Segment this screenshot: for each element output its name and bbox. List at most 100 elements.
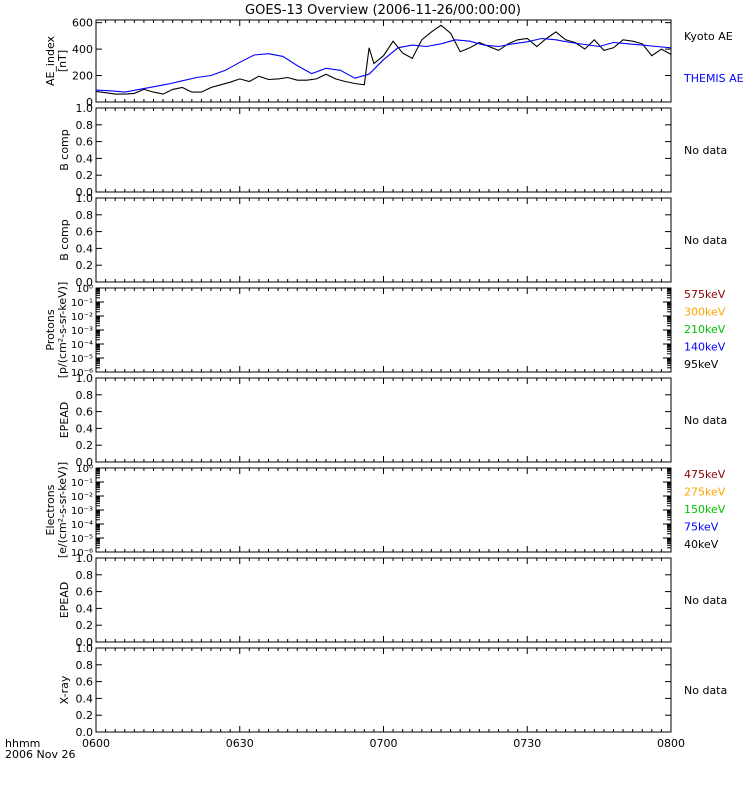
figure-title: GOES-13 Overview (2006-11-26/00:00:00) [245, 3, 521, 18]
y-tick-label: 0.4 [76, 692, 94, 705]
y-tick-label: 1.0 [76, 192, 94, 205]
y-tick-label: 600 [72, 17, 93, 30]
series-kyoto-ae [95, 24, 672, 95]
x-tick-label: 0600 [82, 737, 110, 750]
y-tick-label: 0.8 [76, 119, 94, 132]
panel-epead2: 0.0 0.2 0.4 0.6 0.8 1.0 EPEAD No data [58, 552, 727, 649]
no-data-label: No data [684, 234, 727, 247]
legend-entry: 150keV [684, 503, 726, 516]
no-data-label: No data [684, 684, 727, 697]
y-tick-label: 0.0 [76, 726, 94, 739]
y-tick-label: 400 [72, 43, 93, 56]
panel-bcomp2: 0.0 0.2 0.4 0.6 0.8 1.0 B comp No data [58, 192, 727, 289]
no-data-label: No data [684, 414, 727, 427]
y-tick-label: 0 [86, 96, 93, 109]
y-tick-label: 10⁰ [76, 464, 93, 475]
y-tick-label: 0.4 [76, 242, 94, 255]
legend-entry: 75keV [684, 521, 719, 534]
y-tick-label: 0.2 [76, 259, 94, 272]
legend-entry: Kyoto AE [684, 30, 733, 43]
y-tick-label: 0.0 [76, 636, 94, 649]
legend-entry: 40keV [684, 538, 719, 551]
panel-stack: 0 200 400 600 AE_index [nT] Kyoto AE THEMIS AE 0… [44, 17, 744, 739]
x-tick-label: 0630 [226, 737, 254, 750]
y-axis-label: [p/(cm²-s-sr-keV)] [56, 282, 69, 379]
panel-xray: 0.0 0.2 0.4 0.6 0.8 1.0 X-ray No data [58, 642, 727, 739]
panel-frame [95, 557, 672, 643]
x-tick-label: 0700 [370, 737, 398, 750]
panel-electrons: 10⁰ 10⁻¹ 10⁻² 10⁻³ 10⁻⁴ 10⁻⁵ 10⁻⁶ Electrons [e/(… [44, 462, 726, 559]
series-themis-ae [95, 37, 672, 93]
y-tick-label: 1.0 [76, 102, 94, 115]
y-tick-label: 0.6 [76, 586, 94, 599]
y-tick-label: 0.8 [76, 659, 94, 672]
panel-protons: 10⁰ 10⁻¹ 10⁻² 10⁻³ 10⁻⁴ 10⁻⁵ 10⁻⁶ Protons [p/(cm… [44, 282, 726, 379]
y-tick-label: 0.0 [76, 186, 94, 199]
y-tick-label: 0.2 [76, 619, 94, 632]
y-axis-label: Electrons [44, 484, 57, 535]
panel-frame [95, 287, 672, 373]
y-axis-label: EPEAD [58, 402, 71, 439]
no-data-label: No data [684, 144, 727, 157]
y-tick-label: 10⁻⁵ [71, 354, 93, 365]
y-tick-label: 10⁻¹ [71, 298, 93, 309]
y-tick-label: 10⁻³ [71, 506, 93, 517]
panel-epead1: 0.0 0.2 0.4 0.6 0.8 1.0 EPEAD No data [58, 372, 727, 469]
y-axis-label: B comp [58, 129, 71, 171]
y-tick-label: 0.2 [76, 709, 94, 722]
y-tick-label: 0.0 [76, 456, 94, 469]
legend-entry: 140keV [684, 341, 726, 354]
time-axis: 0600 0630 0700 0730 0800 [82, 737, 685, 750]
time-axis-date-label: 2006 Nov 26 [5, 748, 75, 761]
y-axis-label: [e/(cm²-s-sr-keV)] [56, 462, 69, 558]
y-tick-label: 1.0 [76, 642, 94, 655]
legend-entry: 575keV [684, 288, 726, 301]
time-axis-corner-label: hhmm [5, 737, 40, 750]
panel-bcomp1: 0.0 0.2 0.4 0.6 0.8 1.0 B comp No data [58, 102, 727, 199]
y-tick-label: 0.8 [76, 389, 94, 402]
panel-frame [95, 107, 672, 193]
y-tick-label: 0.6 [76, 226, 94, 239]
y-tick-label: 0.6 [76, 676, 94, 689]
y-tick-label: 10⁻³ [71, 326, 93, 337]
y-axis-label: [nT] [56, 50, 69, 72]
y-tick-label: 10⁻⁶ [71, 548, 93, 559]
y-tick-label: 10⁻⁴ [71, 520, 93, 531]
y-tick-label: 0.6 [76, 136, 94, 149]
legend-entry: 210keV [684, 323, 726, 336]
legend-entry: THEMIS AE [683, 72, 744, 85]
y-tick-label: 10⁻¹ [71, 478, 93, 489]
y-tick-label: 10⁻² [71, 492, 93, 503]
panel-frame [95, 467, 672, 553]
y-tick-label: 0.8 [76, 569, 94, 582]
y-tick-label: 10⁻⁶ [71, 368, 93, 379]
legend-entry: 475keV [684, 468, 726, 481]
panel-frame [95, 377, 672, 463]
y-tick-label: 10⁰ [76, 284, 93, 295]
y-axis-label: X-ray [58, 675, 71, 704]
y-axis-label: EPEAD [58, 582, 71, 619]
y-axis-label: B comp [58, 219, 71, 261]
legend-entry: 95keV [684, 358, 719, 371]
legend-entry: 275keV [684, 486, 726, 499]
y-axis-label: Protons [44, 309, 57, 350]
legend-entry: 300keV [684, 306, 726, 319]
y-tick-label: 1.0 [76, 372, 94, 385]
y-tick-label: 0.2 [76, 439, 94, 452]
y-tick-label: 1.0 [76, 552, 94, 565]
panel-frame [95, 19, 672, 103]
y-tick-label: 10⁻⁵ [71, 534, 93, 545]
y-tick-label: 0.6 [76, 406, 94, 419]
y-tick-label: 200 [72, 70, 93, 83]
x-tick-label: 0730 [513, 737, 541, 750]
y-tick-label: 0.8 [76, 209, 94, 222]
y-tick-label: 0.2 [76, 169, 94, 182]
y-tick-label: 10⁻² [71, 312, 93, 323]
no-data-label: No data [684, 594, 727, 607]
y-tick-label: 0.4 [76, 602, 94, 615]
y-tick-label: 0.4 [76, 152, 94, 165]
panel-frame [95, 647, 672, 733]
y-tick-label: 0.4 [76, 422, 94, 435]
y-axis-label: AE_index [44, 35, 57, 86]
